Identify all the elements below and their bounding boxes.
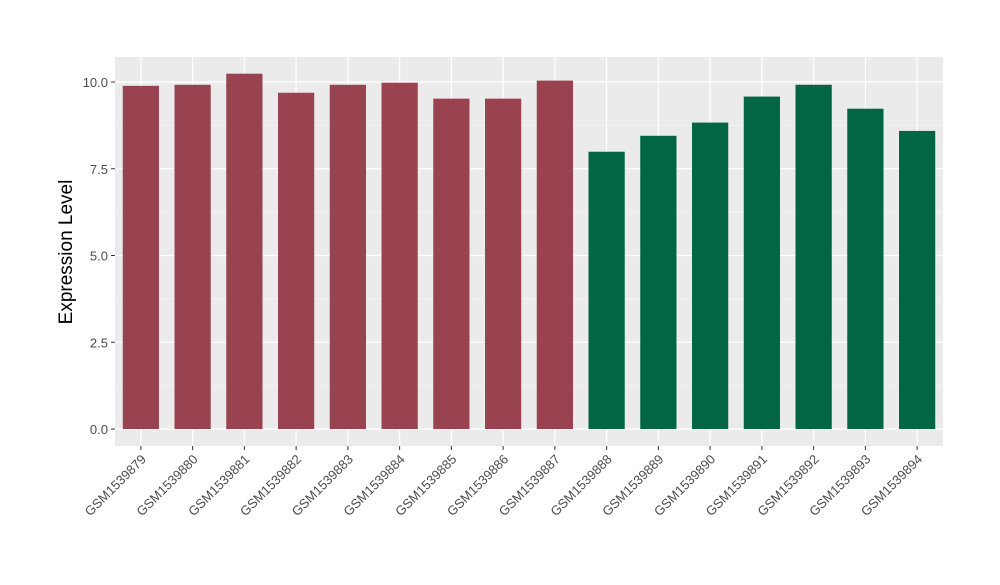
bar-GSM1539890 (692, 122, 729, 429)
y-tick-label: 5.0 (90, 249, 108, 264)
bar-GSM1539886 (485, 98, 522, 429)
bar-GSM1539891 (743, 96, 780, 429)
y-axis: 0.0 2.5 5.0 7.5 10.0 (83, 75, 115, 437)
bar-GSM1539883 (329, 84, 366, 429)
bar-GSM1539888 (588, 151, 625, 429)
bar-GSM1539892 (795, 84, 832, 429)
y-tick-label: 10.0 (83, 75, 108, 90)
bar-GSM1539882 (278, 92, 315, 429)
bar-GSM1539893 (847, 108, 884, 430)
y-tick-label: 2.5 (90, 335, 108, 350)
bar-GSM1539884 (381, 82, 418, 429)
x-axis: GSM1539879GSM1539880GSM1539881GSM1539882… (82, 446, 925, 519)
bar-GSM1539881 (226, 73, 263, 429)
bars (122, 73, 936, 430)
y-axis-label: Expression Level (56, 180, 77, 325)
y-tick-label: 7.5 (90, 162, 108, 177)
bar-GSM1539887 (536, 80, 573, 429)
bar-GSM1539880 (174, 84, 211, 429)
bar-GSM1539894 (899, 130, 936, 429)
bar-GSM1539879 (122, 85, 159, 429)
bar-GSM1539889 (640, 135, 677, 429)
bar-GSM1539885 (433, 98, 470, 429)
y-tick-label: 0.0 (90, 422, 108, 437)
